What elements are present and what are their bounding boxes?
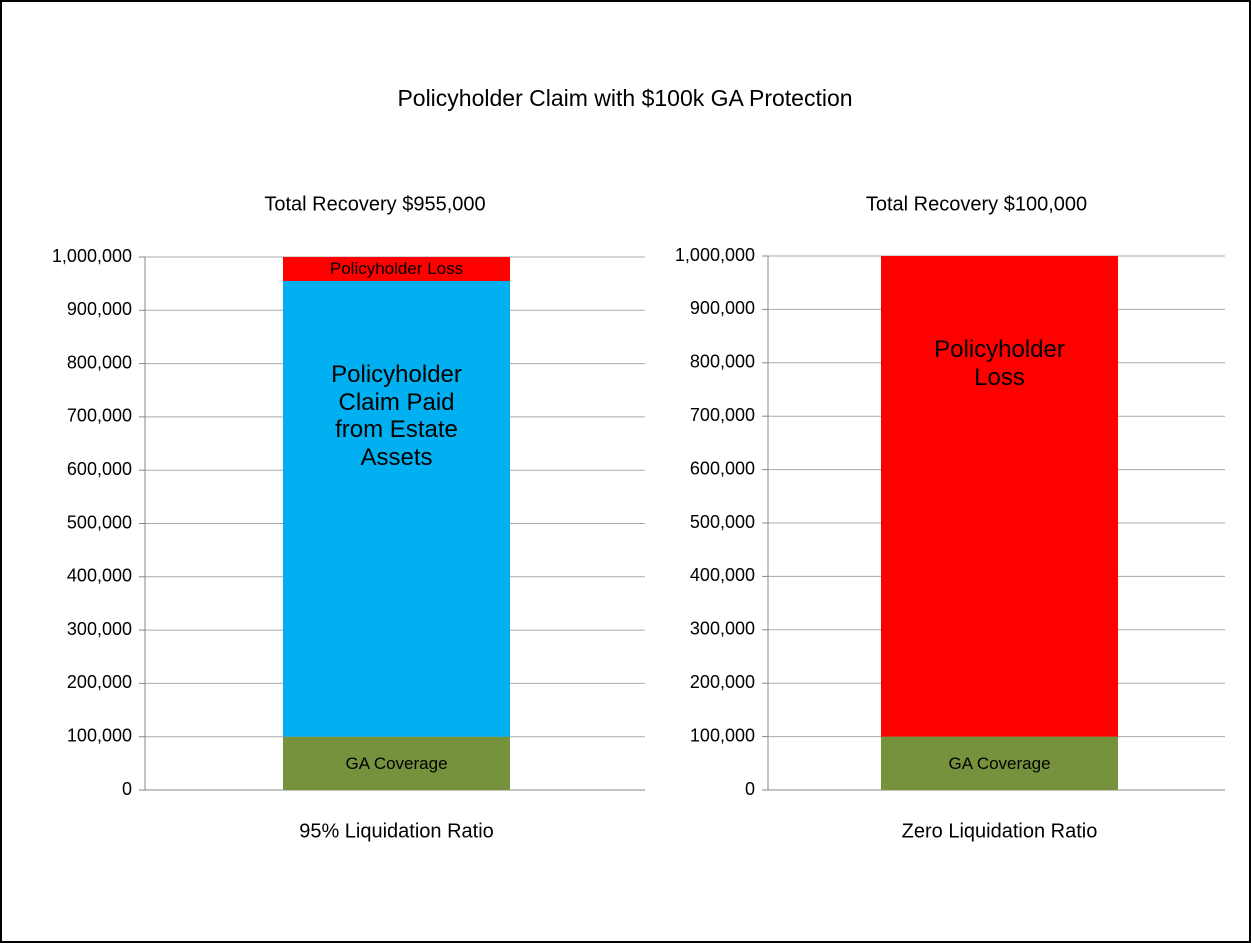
y-tick-label: 600,000 xyxy=(67,459,132,479)
y-tick-label: 600,000 xyxy=(690,458,755,478)
y-tick-label: 100,000 xyxy=(67,725,132,745)
bar-label: Policyholder Loss xyxy=(329,259,464,279)
y-tick-label: 300,000 xyxy=(67,619,132,639)
x-tick-label: 95% Liquidation Ratio xyxy=(299,820,494,842)
y-tick-label: 0 xyxy=(745,779,755,799)
bar-label-box: GA Coverage xyxy=(948,753,1051,773)
y-tick-label: 200,000 xyxy=(690,672,755,692)
bar-segment xyxy=(283,257,510,281)
y-tick-label: 800,000 xyxy=(67,352,132,372)
y-tick-label: 1,000,000 xyxy=(52,246,132,266)
bar-segment xyxy=(881,256,1118,737)
y-tick-label: 100,000 xyxy=(690,725,755,745)
y-tick-label: 400,000 xyxy=(67,566,132,586)
bar-segment xyxy=(283,736,510,790)
y-tick-label: 0 xyxy=(122,779,132,799)
bar-label-box: GA Coverage xyxy=(345,753,448,773)
y-tick-label: 500,000 xyxy=(67,512,132,532)
y-tick-label: 900,000 xyxy=(690,298,755,318)
y-tick-label: 200,000 xyxy=(67,672,132,692)
bar-label: GA Coverage xyxy=(948,753,1051,773)
subplot-title: Total Recovery $955,000 xyxy=(264,193,485,215)
bar-segment xyxy=(881,736,1118,790)
x-tick-label: Zero Liquidation Ratio xyxy=(902,820,1098,842)
chart-title: Policyholder Claim with $100k GA Protect… xyxy=(397,85,852,111)
y-tick-label: 400,000 xyxy=(690,565,755,585)
y-tick-label: 800,000 xyxy=(690,352,755,372)
bar-label: Policyholder Claim Paid from Estate Asse… xyxy=(331,360,462,471)
y-tick-label: 700,000 xyxy=(690,405,755,425)
bar-segment xyxy=(283,280,510,737)
y-tick-label: 300,000 xyxy=(690,619,755,639)
y-tick-label: 900,000 xyxy=(67,299,132,319)
bar-label: GA Coverage xyxy=(345,753,448,773)
y-tick-label: 1,000,000 xyxy=(675,245,755,265)
subplot-title: Total Recovery $100,000 xyxy=(866,193,1087,215)
y-tick-label: 700,000 xyxy=(67,406,132,426)
bar-label-box: Policyholder Claim Paid from Estate Asse… xyxy=(331,360,462,471)
bar-label-box: Policyholder Loss xyxy=(329,259,464,279)
bar-label: Policyholder Loss xyxy=(934,336,1065,391)
bar-label-box: Policyholder Loss xyxy=(934,336,1065,391)
y-tick-label: 500,000 xyxy=(690,512,755,532)
